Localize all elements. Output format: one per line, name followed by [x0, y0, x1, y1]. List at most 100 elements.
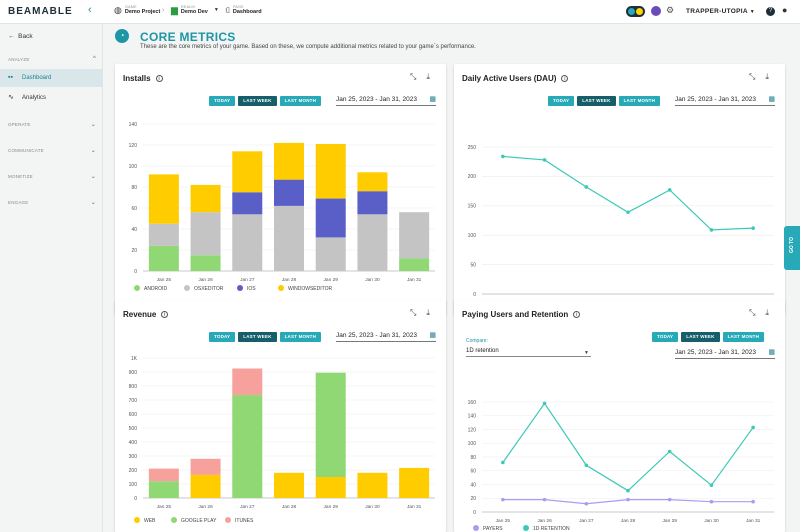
date-range-text: Jan 25, 2023 - Jan 31, 2023: [336, 96, 417, 103]
section-communicate[interactable]: COMMUNICATE ⌄: [8, 148, 96, 154]
collapse-icon[interactable]: ⤡: [410, 308, 417, 317]
data-point: [667, 497, 672, 502]
data-point: [709, 499, 714, 504]
bar: [399, 258, 430, 271]
y-tick-label: 500: [129, 426, 138, 432]
date-range-field[interactable]: Jan 25, 2023 - Jan 31, 2023 ▦: [675, 95, 775, 106]
globe-icon: ◍: [114, 4, 122, 15]
bar: [232, 214, 263, 271]
calendar-icon[interactable]: ▦: [768, 96, 775, 103]
chevron-down-icon: ⌄: [90, 200, 96, 206]
x-tick-label: Jan 26: [537, 518, 552, 524]
chevron-right-icon: ›: [225, 7, 228, 14]
today-button[interactable]: TODAY: [652, 332, 679, 342]
bar: [148, 245, 179, 271]
download-icon[interactable]: ⤓: [426, 72, 430, 81]
calendar-icon[interactable]: ▦: [429, 332, 436, 339]
section-engage[interactable]: ENGAGE ⌄: [8, 200, 96, 206]
last-month-button[interactable]: LAST MONTH: [279, 332, 322, 342]
y-tick-label: 1K: [131, 356, 138, 362]
breadcrumb-realm[interactable]: ▆ REALM Demo Dev ▼: [171, 4, 219, 16]
folder-icon: ▆: [171, 4, 178, 15]
go-to-tab[interactable]: GO TO: [784, 226, 800, 270]
date-range-field[interactable]: Jan 25, 2023 - Jan 31, 2023 ▦: [336, 95, 436, 106]
last-week-button[interactable]: LAST WEEK: [681, 332, 720, 342]
currency-icon[interactable]: [651, 6, 661, 16]
last-week-button[interactable]: LAST WEEK: [238, 332, 277, 342]
last-month-button[interactable]: LAST MONTH: [618, 96, 661, 106]
sidebar: ← Back ANALYZE ^ ▪▪ Dashboard ∿ Analytics O…: [0, 24, 103, 532]
section-label: ANALYZE: [8, 57, 30, 62]
legend-swatch: [523, 525, 529, 531]
section-monetize[interactable]: MONETIZE ⌄: [8, 174, 96, 180]
download-icon[interactable]: ⤓: [765, 308, 769, 317]
sidebar-item-analytics[interactable]: ∿ Analytics: [0, 89, 103, 107]
bar: [357, 472, 388, 498]
bar: [148, 174, 179, 224]
y-tick-label: 700: [129, 398, 138, 404]
collapse-sidebar-icon[interactable]: ‹: [88, 4, 92, 16]
x-tick-label: Jan 26: [198, 277, 213, 283]
info-icon[interactable]: i: [161, 311, 169, 319]
breadcrumb-game[interactable]: ◍ GAME Demo Project: [114, 4, 160, 16]
help-icon[interactable]: ?: [766, 7, 775, 16]
chevron-down-icon: ⌄: [90, 122, 96, 128]
data-point: [542, 497, 547, 502]
section-analyze[interactable]: ANALYZE ^: [8, 56, 96, 62]
breadcrumb-game-label: GAME: [124, 4, 137, 9]
info-icon[interactable]: i: [573, 311, 581, 319]
last-month-button[interactable]: LAST MONTH: [279, 96, 322, 106]
back-button[interactable]: ← Back: [8, 33, 33, 40]
x-tick-label: Jan 25: [157, 504, 172, 510]
account-icon[interactable]: ●: [782, 5, 788, 15]
calendar-icon[interactable]: ▦: [768, 349, 775, 356]
today-button[interactable]: TODAY: [548, 96, 575, 106]
collapse-icon[interactable]: ⤡: [410, 72, 417, 81]
chevron-right-icon: ›: [162, 7, 165, 14]
bar: [357, 214, 388, 271]
bar: [274, 472, 304, 498]
page-title: CORE METRICS: [140, 30, 236, 44]
logo: BEAMABLE: [8, 6, 73, 17]
theme-toggle[interactable]: [626, 6, 645, 17]
collapse-icon[interactable]: ⤡: [749, 308, 756, 317]
today-button[interactable]: TODAY: [209, 96, 236, 106]
y-tick-label: 20: [131, 248, 137, 254]
last-month-button[interactable]: LAST MONTH: [722, 332, 765, 342]
compare-select[interactable]: Compare: 1D retention ▼: [466, 338, 591, 357]
chevron-down-icon: ▼: [213, 7, 219, 13]
download-icon[interactable]: ⤓: [765, 72, 769, 81]
series-line: [502, 155, 754, 231]
legend-swatch: [184, 285, 190, 291]
card-title: Paying Users and Retention i: [462, 310, 581, 319]
date-range-field[interactable]: Jan 25, 2023 - Jan 31, 2023 ▦: [675, 348, 775, 359]
section-label: ENGAGE: [8, 200, 29, 205]
info-icon[interactable]: i: [561, 75, 569, 83]
last-week-button[interactable]: LAST WEEK: [577, 96, 616, 106]
data-point: [667, 449, 672, 454]
collapse-icon[interactable]: ⤡: [749, 72, 756, 81]
date-range-field[interactable]: Jan 25, 2023 - Jan 31, 2023 ▦: [336, 331, 436, 342]
legend-label: ITUNES: [235, 518, 254, 524]
legend-swatch: [134, 285, 140, 291]
gear-icon[interactable]: ⚙: [666, 5, 675, 15]
legend-swatch: [171, 517, 177, 523]
data-point: [501, 497, 505, 502]
user-menu[interactable]: TRAPPER-UTOPIA ▼: [686, 8, 755, 15]
info-icon[interactable]: i: [155, 75, 163, 83]
section-operate[interactable]: OPERATE ⌄: [8, 122, 96, 128]
bar: [232, 151, 263, 193]
last-week-button[interactable]: LAST WEEK: [238, 96, 277, 106]
bar: [190, 474, 221, 498]
y-tick-label: 120: [129, 143, 138, 149]
data-point: [501, 460, 505, 465]
legend-label: 1D RETENTION: [533, 526, 570, 532]
sidebar-item-dashboard[interactable]: ▪▪ Dashboard: [0, 69, 103, 87]
bar: [315, 143, 346, 199]
today-button[interactable]: TODAY: [209, 332, 236, 342]
y-tick-label: 100: [468, 233, 477, 239]
download-icon[interactable]: ⤓: [426, 308, 430, 317]
calendar-icon[interactable]: ▦: [429, 96, 436, 103]
bar: [232, 395, 263, 498]
arrow-left-icon: ←: [8, 33, 15, 40]
